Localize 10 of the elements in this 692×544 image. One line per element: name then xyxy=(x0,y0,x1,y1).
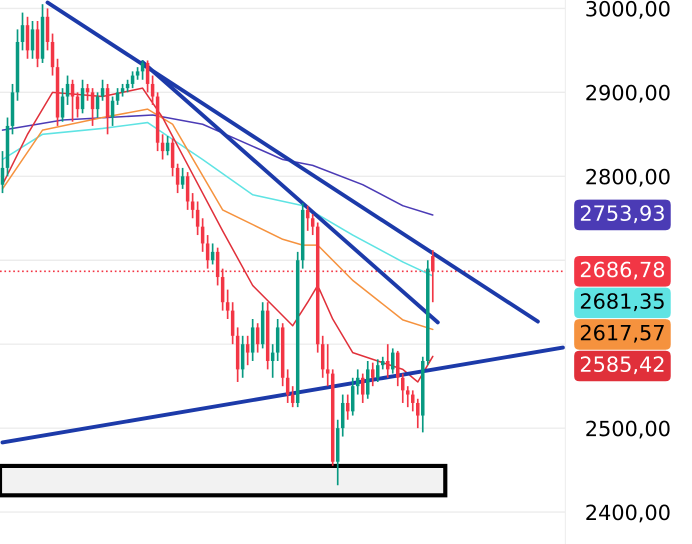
y-tick-label: 2900,00 xyxy=(586,84,670,103)
text: 2681,35 xyxy=(580,293,664,312)
ref-line-label: 2686,78 xyxy=(580,262,664,280)
text: 2753,93 xyxy=(580,205,664,224)
y-tick-label: 2500,00 xyxy=(586,420,670,438)
y-tick-label: 3000,00 xyxy=(586,0,670,19)
y-tick-label: 2800,00 xyxy=(586,168,670,187)
text: 2617,57 xyxy=(580,324,664,343)
text: 2585,42 xyxy=(580,356,664,374)
y-tick-label: 2400,00 xyxy=(586,504,670,522)
